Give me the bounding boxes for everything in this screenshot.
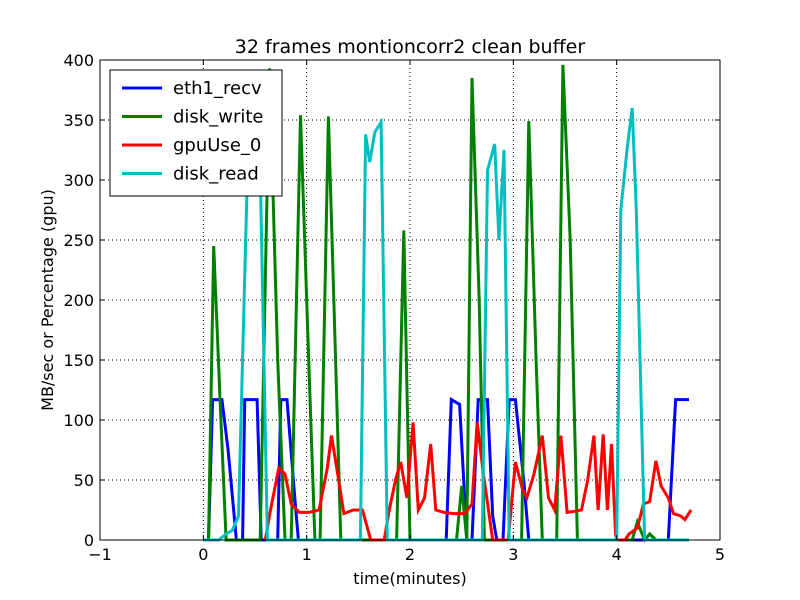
- y-axis-title: MB/sec or Percentage (gpu): [38, 189, 57, 411]
- x-tick-label: 2: [405, 545, 415, 564]
- x-tick-label: 1: [302, 545, 312, 564]
- x-tick-label: 5: [715, 545, 725, 564]
- y-tick-label: 300: [63, 171, 94, 190]
- x-tick-label: −1: [88, 545, 112, 564]
- y-tick-label: 100: [63, 411, 94, 430]
- y-tick-label: 350: [63, 111, 94, 130]
- y-tick-label: 0: [84, 531, 94, 550]
- y-tick-label: 150: [63, 351, 94, 370]
- series-line-disk_read: [203, 107, 689, 542]
- legend-label-disk_read: disk_read: [173, 164, 259, 185]
- x-axis-title: time(minutes): [353, 569, 466, 588]
- legend: eth1_recv disk_write gpuUse_0 disk_read: [109, 69, 283, 197]
- y-tick-label: 400: [63, 51, 94, 70]
- x-tick-label: 3: [508, 545, 518, 564]
- legend-label-eth1_recv: eth1_recv: [173, 78, 262, 99]
- legend-label-gpuUse_0: gpuUse_0: [173, 135, 261, 156]
- legend-label-disk_write: disk_write: [173, 107, 263, 128]
- chart-title: 32 frames montioncorr2 clean buffer: [235, 36, 586, 58]
- y-tick-label: 200: [63, 291, 94, 310]
- x-tick-label: 4: [612, 545, 622, 564]
- x-tick-label: 0: [198, 545, 208, 564]
- y-tick-label: 50: [74, 471, 94, 490]
- y-tick-label: 250: [63, 231, 94, 250]
